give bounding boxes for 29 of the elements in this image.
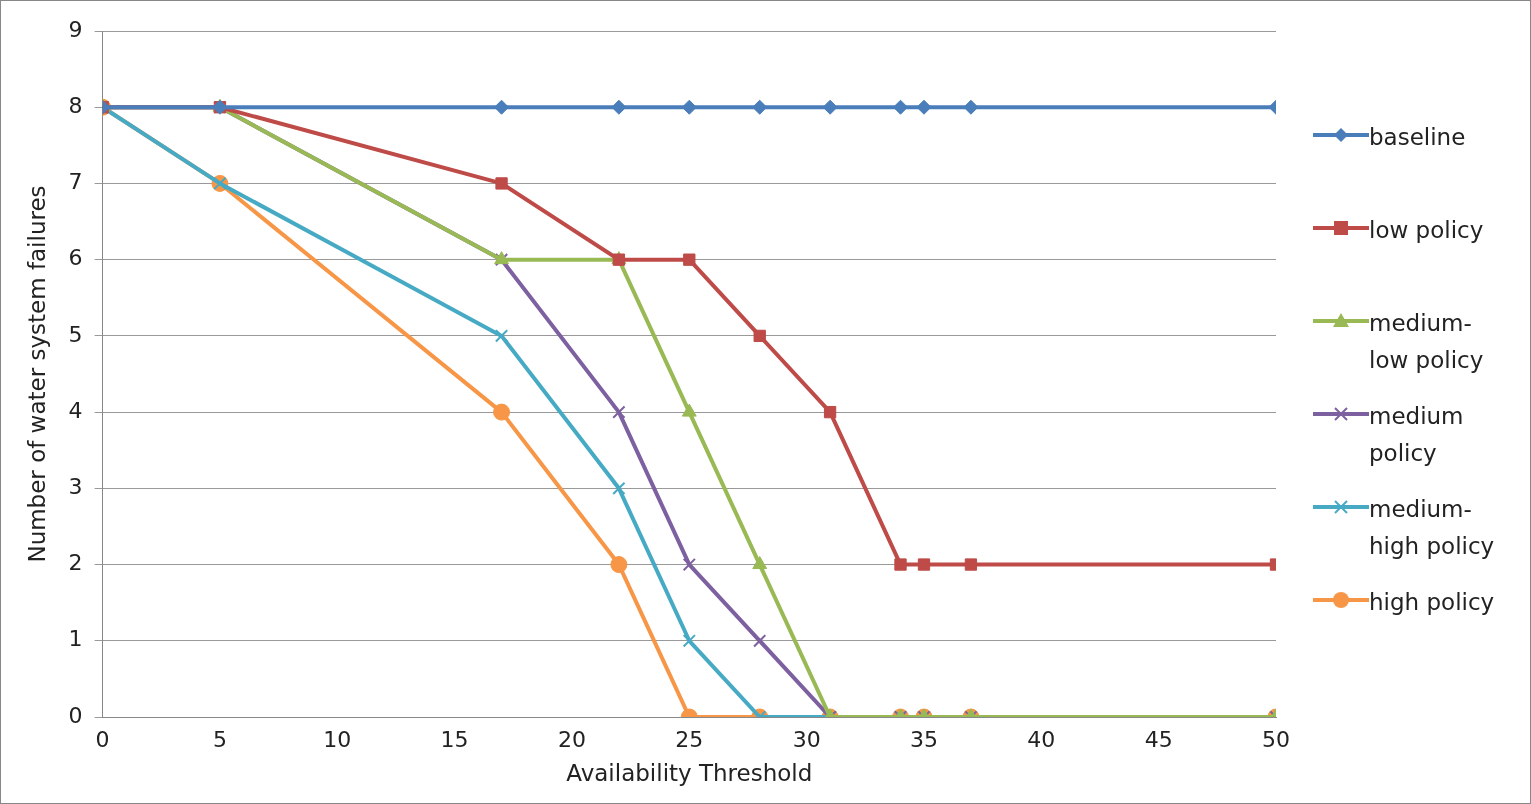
x-tick-label: 10 xyxy=(323,726,352,752)
x-tick-label: 5 xyxy=(212,726,227,752)
y-tick-label: 8 xyxy=(68,92,83,118)
x-tick-label: 25 xyxy=(675,726,704,752)
legend-label: medium-high policy xyxy=(1369,495,1496,561)
x-tick-label: 30 xyxy=(792,726,821,752)
x-tick-label: 50 xyxy=(1262,726,1290,752)
y-tick-label: 2 xyxy=(68,550,83,576)
legend-label: baseline xyxy=(1369,123,1467,152)
y-tick-label: 0 xyxy=(68,702,83,728)
y-tick-label: 3 xyxy=(68,474,83,500)
x-tick-label: 45 xyxy=(1144,726,1173,752)
y-axis-title: Number of water system failures xyxy=(23,185,50,563)
y-tick-label: 1 xyxy=(68,626,83,652)
y-tick-label: 6 xyxy=(68,245,83,271)
x-tick-label: 20 xyxy=(557,726,586,752)
y-tick-label: 7 xyxy=(68,169,83,195)
legend-label: medium policy xyxy=(1369,402,1465,468)
legend-label: high policy xyxy=(1369,588,1496,617)
x-axis-title: Availability Threshold xyxy=(566,760,813,787)
legend-label: low policy xyxy=(1369,216,1485,245)
legend-label: medium-low policy xyxy=(1369,309,1485,375)
y-tick-label: 9 xyxy=(68,16,83,42)
y-tick-label: 4 xyxy=(68,397,83,423)
x-tick-label: 0 xyxy=(95,726,110,752)
x-tick-label: 35 xyxy=(909,726,938,752)
x-tick-label: 15 xyxy=(440,726,469,752)
y-tick-label: 5 xyxy=(68,321,83,347)
x-tick-label: 40 xyxy=(1027,726,1056,752)
